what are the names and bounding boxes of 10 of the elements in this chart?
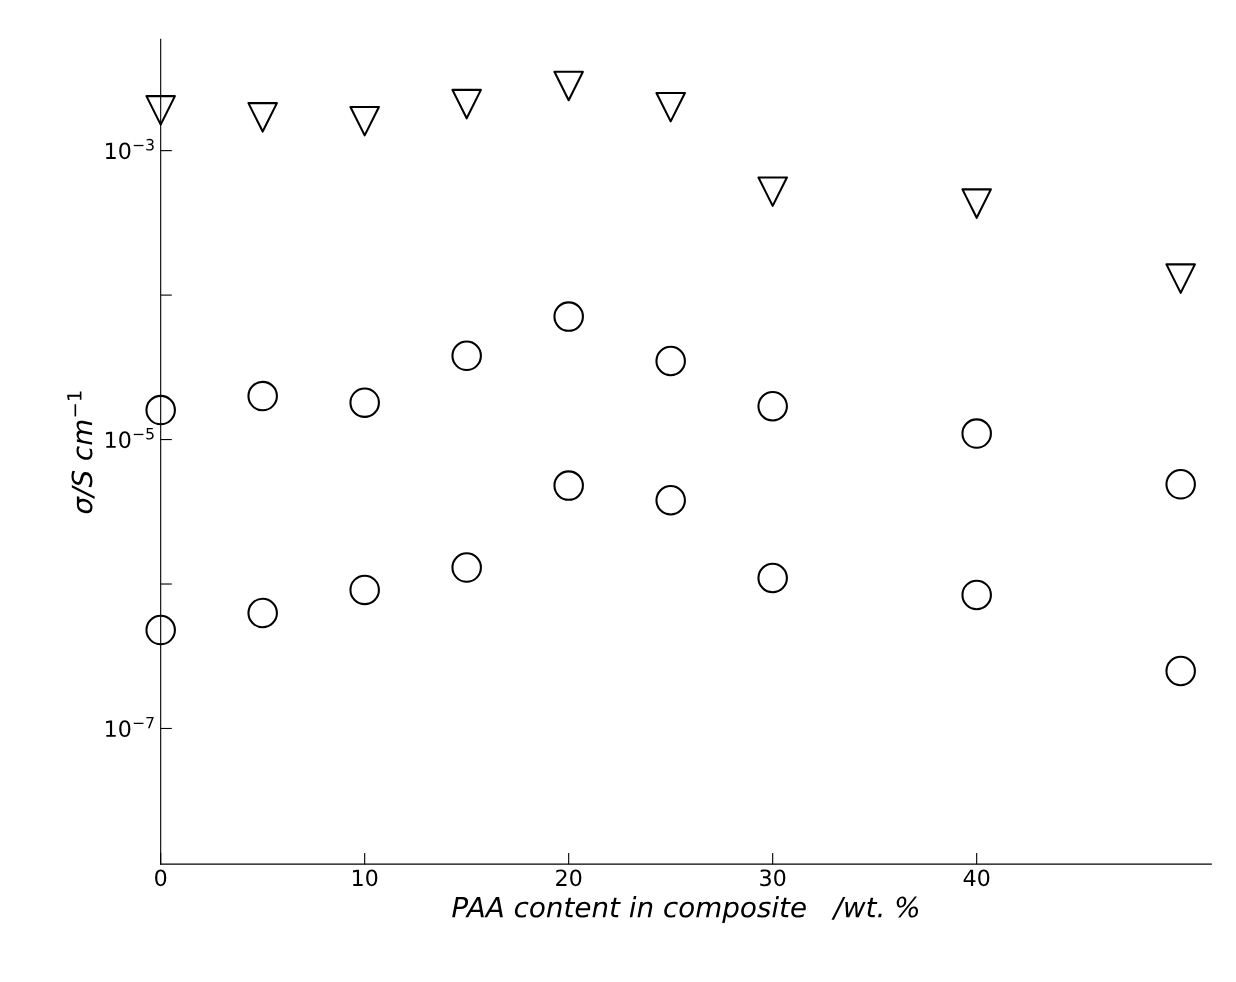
y-tick-label: 10$^{−3}$ bbox=[106, 138, 154, 160]
x-tick-label: 30 bbox=[760, 869, 786, 887]
x-tick-label: 0 bbox=[155, 869, 167, 887]
y-axis-title: σ/S cm$^{−1}$ bbox=[67, 391, 95, 514]
x-tick-label: 40 bbox=[963, 869, 990, 887]
x-tick-label: 20 bbox=[556, 869, 582, 887]
y-tick-label: 10$^{−7}$ bbox=[106, 716, 154, 738]
y-tick-label: 10$^{−5}$ bbox=[106, 428, 154, 449]
x-tick-label: 10 bbox=[352, 869, 378, 887]
x-axis-title: PAA content in composite /wt. % bbox=[452, 896, 919, 923]
